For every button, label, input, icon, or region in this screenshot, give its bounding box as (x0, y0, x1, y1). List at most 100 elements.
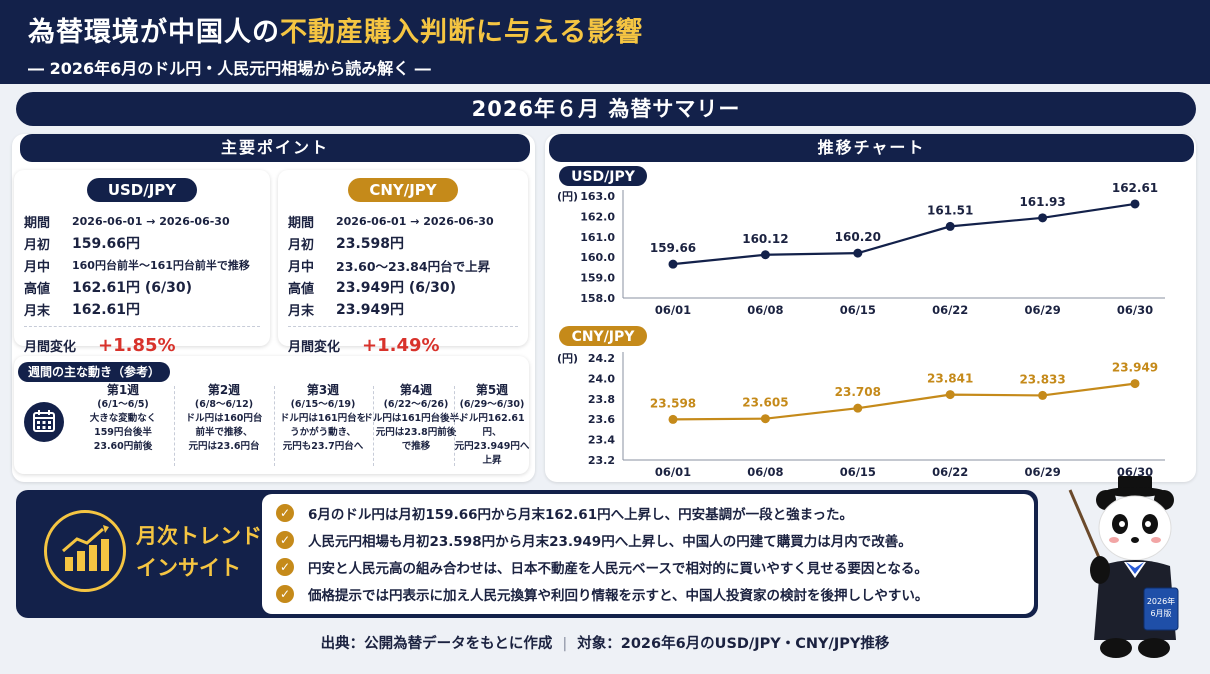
week-divider (373, 386, 374, 466)
data-point (1038, 390, 1048, 400)
data-point (760, 250, 770, 260)
cny-change: 月間変化 +1.49% (288, 331, 518, 359)
cny-row: 高値 23.949円 (6/30) (288, 276, 518, 298)
week-5: 第5週 (6/29～6/30) ドル円162.61円、 元円23.949円へ 上昇 (452, 382, 532, 468)
x-tick-label: 06/29 (1024, 465, 1060, 479)
week-desc: ドル円162.61円、 元円23.949円へ 上昇 (454, 413, 530, 466)
row-key: 高値 (24, 281, 51, 297)
insight-item: ✓ 価格提示では円表示に加え人民元換算や利回り情報を示すと、中国人投資家の検討を後… (276, 580, 1020, 607)
week-heading: 第2週 (207, 383, 241, 397)
check-icon: ✓ (276, 584, 294, 603)
insight-text: 円安と人民元高の組み合わせは、日本不動産を人民元ベースで相対的に買いやすく見せる… (308, 560, 928, 577)
usd-row: 月初 159.66円 (24, 232, 260, 254)
usd-pill: USD/JPY (87, 178, 197, 202)
x-tick-label: 06/29 (1024, 303, 1060, 317)
page-header: 為替環境が中国人の不動産購入判断に与える影響 ― 2026年6月のドル円・人民元… (0, 0, 1210, 84)
footer-source: 出典：公開為替データをもとに作成 (320, 636, 553, 652)
chart-title-pill (559, 166, 647, 186)
book-text-line1: 2026年 (1147, 596, 1175, 606)
week-heading: 第4週 (399, 383, 433, 397)
cny-change-value: +1.49% (362, 334, 440, 356)
row-value: 23.949円 (6/30) (336, 280, 457, 296)
insight-item: ✓ 円安と人民元高の組み合わせは、日本不動産を人民元ベースで相対的に買いやすく見せ… (276, 553, 1020, 580)
data-label: 160.12 (742, 232, 788, 246)
divider (288, 326, 518, 327)
y-axis-label: (円) (557, 352, 578, 365)
usd-row: 月末 162.61円 (24, 298, 260, 320)
insight-text: 人民元円相場も月初23.598円から月末23.949円へ上昇し、中国人の円建て購… (308, 533, 912, 550)
row-key: 高値 (288, 281, 315, 297)
series-line (672, 202, 1136, 266)
row-key: 月初 (24, 237, 51, 253)
chart-title: USD/JPY (571, 169, 636, 185)
week-2: 第2週 (6/8～6/12) ドル円は160円台 前半で推移、 元円は23.6円台 (177, 382, 271, 468)
x-tick-label: 06/15 (840, 303, 876, 317)
usd-change-value: +1.85% (98, 334, 176, 356)
cny-card: CNY/JPY 期間 2026-06-01 → 2026-06-30 月初 23.5… (278, 170, 528, 356)
week-1: 第1週 (6/1～6/5) 大きな変動なく 159円台後半 23.60円前後 (76, 382, 170, 468)
row-key: 月末 (288, 303, 315, 319)
cny-row: 月中 23.60～23.84円台で上昇 (288, 254, 518, 276)
week-range: (6/29～6/30) (459, 399, 525, 410)
chart-panel-title: 推移チャート (549, 134, 1194, 162)
row-key: 月中 (24, 259, 51, 275)
weekly-movements: 週間の主な動き（参考） 第1週 (6/1～6/5) 大きな変動なく 159円台後半 … (14, 356, 529, 474)
series-line (672, 382, 1136, 421)
row-value: 23.598円 (336, 236, 405, 252)
x-tick-label: 06/08 (747, 303, 783, 317)
page-subtitle: ― 2026年6月のドル円・人民元円相場から読み解く ― (28, 59, 431, 78)
week-divider (274, 386, 275, 466)
data-label: 23.833 (1019, 372, 1065, 386)
chart-panel: 推移チャート USD/JPY (円) 163.0 162.0 161.0 160.0 159… (545, 134, 1196, 482)
data-point (668, 259, 678, 269)
data-label: 161.51 (927, 203, 973, 217)
y-axis-label: (円) (557, 190, 578, 203)
y-tick-label: 23.4 (588, 434, 615, 447)
row-value: 23.60～23.84円台で上昇 (336, 258, 491, 274)
usd-row: 高値 162.61円 (6/30) (24, 276, 260, 298)
row-value: 162.61円 (6/30) (72, 280, 193, 296)
x-tick-label: 06/22 (932, 465, 968, 479)
y-tick-label: 162.0 (580, 210, 615, 223)
row-key: 月初 (288, 237, 315, 253)
x-tick-label: 06/15 (840, 465, 876, 479)
summary-title: 2026年６月 為替サマリー (16, 92, 1196, 126)
cny-row: 期間 2026-06-01 → 2026-06-30 (288, 210, 518, 232)
usd-change: 月間変化 +1.85% (24, 331, 260, 359)
y-tick-label: 23.8 (588, 393, 615, 406)
y-tick-label: 161.0 (580, 231, 615, 244)
cny-row: 月末 23.949円 (288, 298, 518, 320)
data-point (945, 221, 955, 231)
usd-row: 期間 2026-06-01 → 2026-06-30 (24, 210, 260, 232)
x-tick-label: 06/01 (655, 465, 691, 479)
key-points-title: 主要ポイント (20, 134, 530, 162)
footer-divider: | (562, 636, 568, 652)
row-key: 月末 (24, 303, 51, 319)
row-value: 162.61円 (72, 302, 141, 318)
row-key: 期間 (288, 215, 315, 231)
cny-pill: CNY/JPY (348, 178, 458, 202)
row-value: 23.949円 (336, 302, 405, 318)
chart-title: CNY/JPY (572, 329, 636, 345)
data-point (853, 248, 863, 258)
week-desc: ドル円は161円台後半、 元円は23.8円前後 で推移 (363, 413, 469, 452)
divider (24, 326, 260, 327)
calendar-icon (24, 402, 64, 442)
check-icon: ✓ (276, 530, 294, 549)
row-value: 159.66円 (72, 236, 141, 252)
cny-row: 月初 23.598円 (288, 232, 518, 254)
title-part-2: 不動産購入判断に与える影響 (280, 17, 644, 48)
x-tick-label: 06/30 (1117, 303, 1153, 317)
week-desc: ドル円は161円台を うかがう動き、 元円も23.7円台へ (279, 413, 367, 452)
data-point (668, 414, 678, 424)
data-point (1130, 379, 1140, 389)
data-point (1130, 199, 1140, 209)
week-range: (6/1～6/5) (97, 399, 149, 410)
insight-item: ✓ 6月のドル円は月初159.66円から月末162.61円へ上昇し、円安基調が一段… (276, 499, 1020, 526)
chart-title-pill (559, 326, 647, 346)
data-label: 23.605 (742, 396, 788, 410)
data-point (853, 403, 863, 413)
x-tick-label: 06/01 (655, 303, 691, 317)
insight-label: 月次トレンド インサイト (136, 524, 262, 580)
y-tick-label: 23.2 (588, 454, 615, 467)
